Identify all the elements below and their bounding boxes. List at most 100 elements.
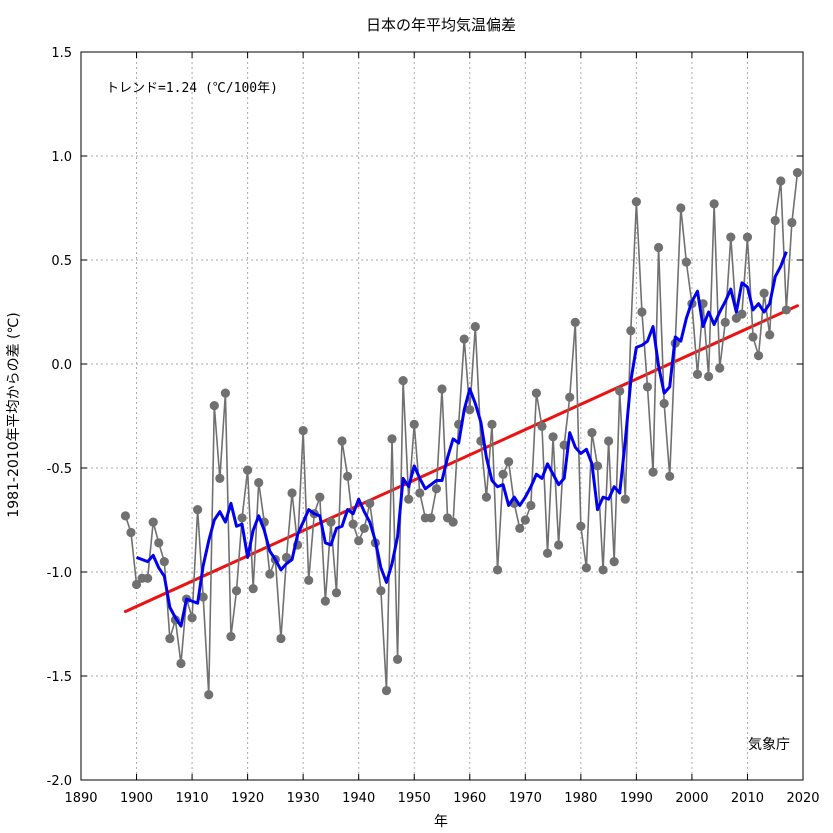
grid <box>81 52 803 780</box>
annual-point <box>787 217 797 228</box>
annual-point <box>642 382 653 392</box>
y-tick-label: -1.0 <box>47 566 72 581</box>
x-tick-label: 1890 <box>64 791 97 806</box>
annual-point <box>404 494 414 504</box>
annual-point <box>648 467 658 477</box>
x-tick-label: 2000 <box>675 791 708 806</box>
annual-point <box>437 384 447 394</box>
annual-point <box>254 477 264 488</box>
annual-point <box>159 557 169 567</box>
annual-point <box>776 176 786 186</box>
annual-point <box>126 527 136 538</box>
annual-point <box>742 232 753 242</box>
x-tick-label: 1940 <box>342 791 375 806</box>
annual-point <box>554 540 564 550</box>
annual-point <box>120 511 131 521</box>
annual-point <box>148 517 158 527</box>
moving-average-series <box>136 251 788 628</box>
annual-point <box>615 386 625 396</box>
annual-point <box>204 690 214 700</box>
annual-point <box>504 457 514 467</box>
x-tick-label: 1960 <box>453 791 486 806</box>
annual-point <box>226 631 236 642</box>
annual-point <box>287 488 297 498</box>
annual-point <box>154 538 164 548</box>
x-axis-ticks: 1890 1900 1910 1920 1930 1940 1950 1960 1970 1980… <box>64 52 820 806</box>
annual-point <box>426 513 436 523</box>
annual-point <box>537 421 547 431</box>
annual-point <box>526 500 536 511</box>
annual-point <box>487 419 497 429</box>
annual-point <box>381 685 392 696</box>
y-tick-label: -2.0 <box>47 774 72 789</box>
y-tick-label: 0.5 <box>51 254 72 269</box>
annual-point <box>143 573 153 583</box>
annual-point <box>587 428 597 438</box>
annual-point <box>748 332 758 342</box>
annual-point <box>243 465 253 475</box>
annual-point <box>131 579 142 590</box>
annual-point <box>626 326 636 336</box>
annual-point <box>304 575 314 585</box>
trend-line <box>123 304 799 614</box>
annual-point <box>359 523 369 533</box>
annual-point <box>231 586 242 596</box>
annual-point <box>681 257 691 267</box>
annual-point <box>515 523 525 533</box>
annual-point <box>354 536 364 546</box>
annual-point <box>326 517 336 527</box>
annual-point <box>753 351 764 361</box>
x-tick-label: 1930 <box>287 791 320 806</box>
annual-point <box>348 519 358 529</box>
y-axis-title: 1981-2010年平均からの差 (℃) <box>6 312 22 517</box>
annual-point <box>598 565 608 575</box>
annual-series <box>120 168 803 700</box>
x-tick-label: 2010 <box>731 791 764 806</box>
annual-point <box>331 588 342 598</box>
annual-point <box>398 376 408 386</box>
annual-point <box>548 432 558 442</box>
annual-point <box>387 434 397 444</box>
annual-point <box>581 563 592 573</box>
annual-point <box>248 584 258 594</box>
annual-point <box>659 398 669 409</box>
x-tick-label: 1950 <box>398 791 431 806</box>
annual-point <box>265 569 275 579</box>
annual-point <box>592 461 603 471</box>
annual-point <box>187 613 197 623</box>
annual-point <box>459 334 469 344</box>
annual-point <box>165 633 175 644</box>
trend-annotation: トレンド=1.24 (℃/100年) <box>106 81 278 96</box>
annual-point <box>565 392 575 402</box>
annual-point <box>392 654 403 664</box>
annual-point <box>703 371 714 382</box>
annual-point <box>365 498 375 508</box>
x-tick-label: 2020 <box>786 791 819 806</box>
chart-title: 日本の年平均気温偏差 <box>366 16 516 34</box>
annual-point <box>193 505 203 515</box>
annual-point <box>237 513 247 523</box>
annual-point <box>298 425 308 436</box>
annual-point <box>409 419 419 429</box>
annual-point <box>481 492 492 502</box>
annual-point <box>276 633 286 644</box>
annual-point <box>198 592 208 602</box>
y-tick-label: 0.0 <box>51 358 72 373</box>
y-tick-label: 1.5 <box>51 46 72 61</box>
y-tick-label: -1.5 <box>47 670 72 685</box>
x-tick-label: 1980 <box>564 791 597 806</box>
annual-point <box>620 494 630 504</box>
annual-point <box>631 197 641 207</box>
annual-point <box>637 307 647 317</box>
annual-point <box>665 471 675 481</box>
trend-series <box>123 304 799 614</box>
y-tick-label: 1.0 <box>51 150 72 165</box>
credit-label: 気象庁 <box>748 737 790 753</box>
annual-point <box>342 471 353 481</box>
y-tick-label: -0.5 <box>47 462 72 477</box>
annual-point <box>498 469 508 479</box>
annual-point <box>531 388 542 398</box>
annual-point <box>765 330 775 340</box>
annual-point <box>759 288 769 298</box>
